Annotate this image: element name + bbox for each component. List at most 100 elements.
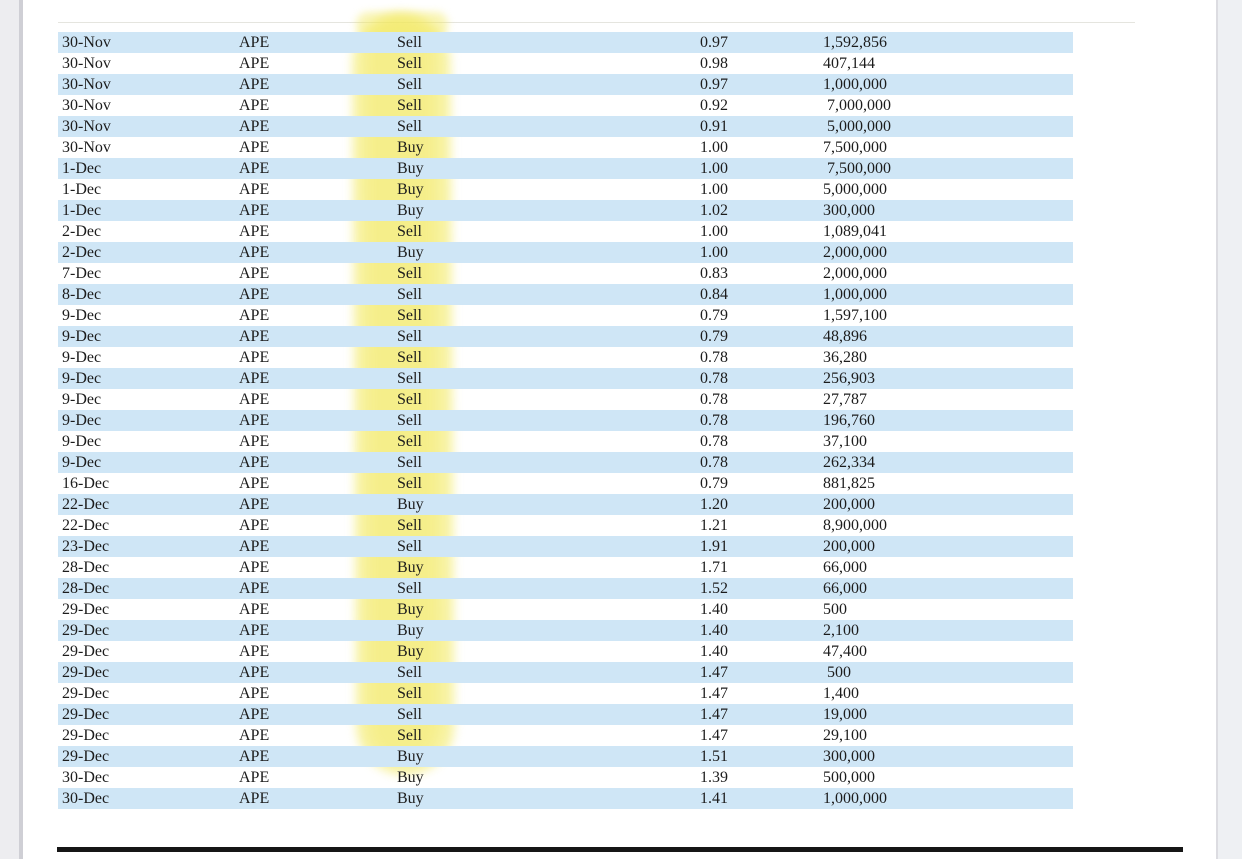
trade-ticker-cell: APE: [239, 181, 270, 198]
trade-date-cell: 1-Dec: [62, 202, 102, 219]
trade-quantity-cell: 37,100: [823, 433, 867, 450]
trade-row: 16-Dec APE Sell 0.79 881,825: [58, 473, 1073, 494]
trade-row: 29-Dec APE Buy 1.40 500: [58, 599, 1073, 620]
trade-row: 29-Dec APE Sell 1.47 19,000: [58, 704, 1073, 725]
trade-date-cell: 30-Dec: [62, 769, 110, 786]
trade-side-cell: Buy: [397, 622, 424, 639]
trade-quantity-cell: 1,592,856: [823, 34, 887, 51]
trade-quantity-cell: 500: [823, 601, 847, 618]
trade-price-cell: 1.52: [700, 580, 728, 597]
trade-price-cell: 0.84: [700, 286, 728, 303]
trade-date-cell: 23-Dec: [62, 538, 110, 555]
trade-quantity-cell: 66,000: [823, 559, 867, 576]
trade-price-cell: 0.78: [700, 412, 728, 429]
trade-row: 9-Dec APE Sell 0.78 196,760: [58, 410, 1073, 431]
trade-quantity-cell: 5,000,000: [823, 118, 891, 135]
trade-side-cell: Buy: [397, 790, 424, 807]
trade-row: 30-Dec APE Buy 1.41 1,000,000: [58, 788, 1073, 809]
trade-ticker-cell: APE: [239, 538, 270, 555]
trade-quantity-cell: 2,000,000: [823, 244, 887, 261]
trade-price-cell: 1.00: [700, 160, 728, 177]
trade-date-cell: 7-Dec: [62, 265, 102, 282]
trade-date-cell: 29-Dec: [62, 664, 110, 681]
trade-price-cell: 0.79: [700, 475, 728, 492]
trade-ticker-cell: APE: [239, 265, 270, 282]
viewer-right-margin: [1218, 0, 1242, 859]
trade-price-cell: 1.41: [700, 790, 728, 807]
viewer-left-margin: [0, 0, 19, 859]
page-right-edge: [1216, 0, 1218, 859]
trade-quantity-cell: 2,100: [823, 622, 859, 639]
trade-side-cell: Sell: [397, 664, 422, 681]
trade-ticker-cell: APE: [239, 391, 270, 408]
trade-ticker-cell: APE: [239, 727, 270, 744]
trade-date-cell: 28-Dec: [62, 580, 110, 597]
trade-ticker-cell: APE: [239, 97, 270, 114]
trade-ticker-cell: APE: [239, 286, 270, 303]
trade-date-cell: 9-Dec: [62, 454, 102, 471]
trade-quantity-cell: 1,089,041: [823, 223, 887, 240]
trade-quantity-cell: 300,000: [823, 748, 875, 765]
trade-price-cell: 0.97: [700, 34, 728, 51]
trade-side-cell: Sell: [397, 349, 422, 366]
page-left-edge: [19, 0, 23, 859]
trade-date-cell: 9-Dec: [62, 307, 102, 324]
trade-side-cell: Buy: [397, 769, 424, 786]
trade-side-cell: Buy: [397, 748, 424, 765]
trade-price-cell: 1.47: [700, 664, 728, 681]
trade-ticker-cell: APE: [239, 748, 270, 765]
trade-ticker-cell: APE: [239, 370, 270, 387]
trade-price-cell: 1.00: [700, 244, 728, 261]
trade-ticker-cell: APE: [239, 475, 270, 492]
trade-date-cell: 29-Dec: [62, 601, 110, 618]
trade-date-cell: 16-Dec: [62, 475, 110, 492]
trade-date-cell: 1-Dec: [62, 181, 102, 198]
trade-quantity-cell: 66,000: [823, 580, 867, 597]
trade-price-cell: 1.47: [700, 706, 728, 723]
trade-side-cell: Sell: [397, 454, 422, 471]
trade-side-cell: Sell: [397, 307, 422, 324]
trade-date-cell: 30-Nov: [62, 118, 111, 135]
trade-price-cell: 0.91: [700, 118, 728, 135]
trade-ticker-cell: APE: [239, 580, 270, 597]
trade-ticker-cell: APE: [239, 790, 270, 807]
trade-row: 8-Dec APE Sell 0.84 1,000,000: [58, 284, 1073, 305]
trade-side-cell: Sell: [397, 517, 422, 534]
trade-date-cell: 29-Dec: [62, 643, 110, 660]
trade-ticker-cell: APE: [239, 559, 270, 576]
trade-date-cell: 9-Dec: [62, 412, 102, 429]
trade-row: 29-Dec APE Sell 1.47 29,100: [58, 725, 1073, 746]
trade-side-cell: Buy: [397, 643, 424, 660]
trade-price-cell: 1.39: [700, 769, 728, 786]
trade-row: 1-Dec APE Buy 1.00 7,500,000: [58, 158, 1073, 179]
trade-ticker-cell: APE: [239, 622, 270, 639]
trade-quantity-cell: 200,000: [823, 496, 875, 513]
trade-side-cell: Sell: [397, 118, 422, 135]
trade-quantity-cell: 407,144: [823, 55, 875, 72]
trade-row: 9-Dec APE Sell 0.78 37,100: [58, 431, 1073, 452]
trade-price-cell: 0.78: [700, 391, 728, 408]
trade-row: 2-Dec APE Sell 1.00 1,089,041: [58, 221, 1073, 242]
trade-quantity-cell: 262,334: [823, 454, 875, 471]
trade-ticker-cell: APE: [239, 55, 270, 72]
trade-side-cell: Buy: [397, 160, 424, 177]
trade-price-cell: 0.79: [700, 328, 728, 345]
trade-side-cell: Sell: [397, 328, 422, 345]
trade-ticker-cell: APE: [239, 328, 270, 345]
trade-row: 29-Dec APE Sell 1.47 1,400: [58, 683, 1073, 704]
trade-price-cell: 0.79: [700, 307, 728, 324]
trade-date-cell: 22-Dec: [62, 496, 110, 513]
trade-quantity-cell: 1,000,000: [823, 286, 887, 303]
trade-quantity-cell: 8,900,000: [823, 517, 887, 534]
trade-side-cell: Sell: [397, 433, 422, 450]
trade-ticker-cell: APE: [239, 664, 270, 681]
trade-ticker-cell: APE: [239, 223, 270, 240]
trade-ticker-cell: APE: [239, 139, 270, 156]
trade-date-cell: 9-Dec: [62, 391, 102, 408]
trade-date-cell: 30-Nov: [62, 76, 111, 93]
trade-quantity-cell: 1,597,100: [823, 307, 887, 324]
trade-row: 9-Dec APE Sell 0.78 262,334: [58, 452, 1073, 473]
trade-quantity-cell: 47,400: [823, 643, 867, 660]
trade-ticker-cell: APE: [239, 160, 270, 177]
trade-date-cell: 2-Dec: [62, 223, 102, 240]
